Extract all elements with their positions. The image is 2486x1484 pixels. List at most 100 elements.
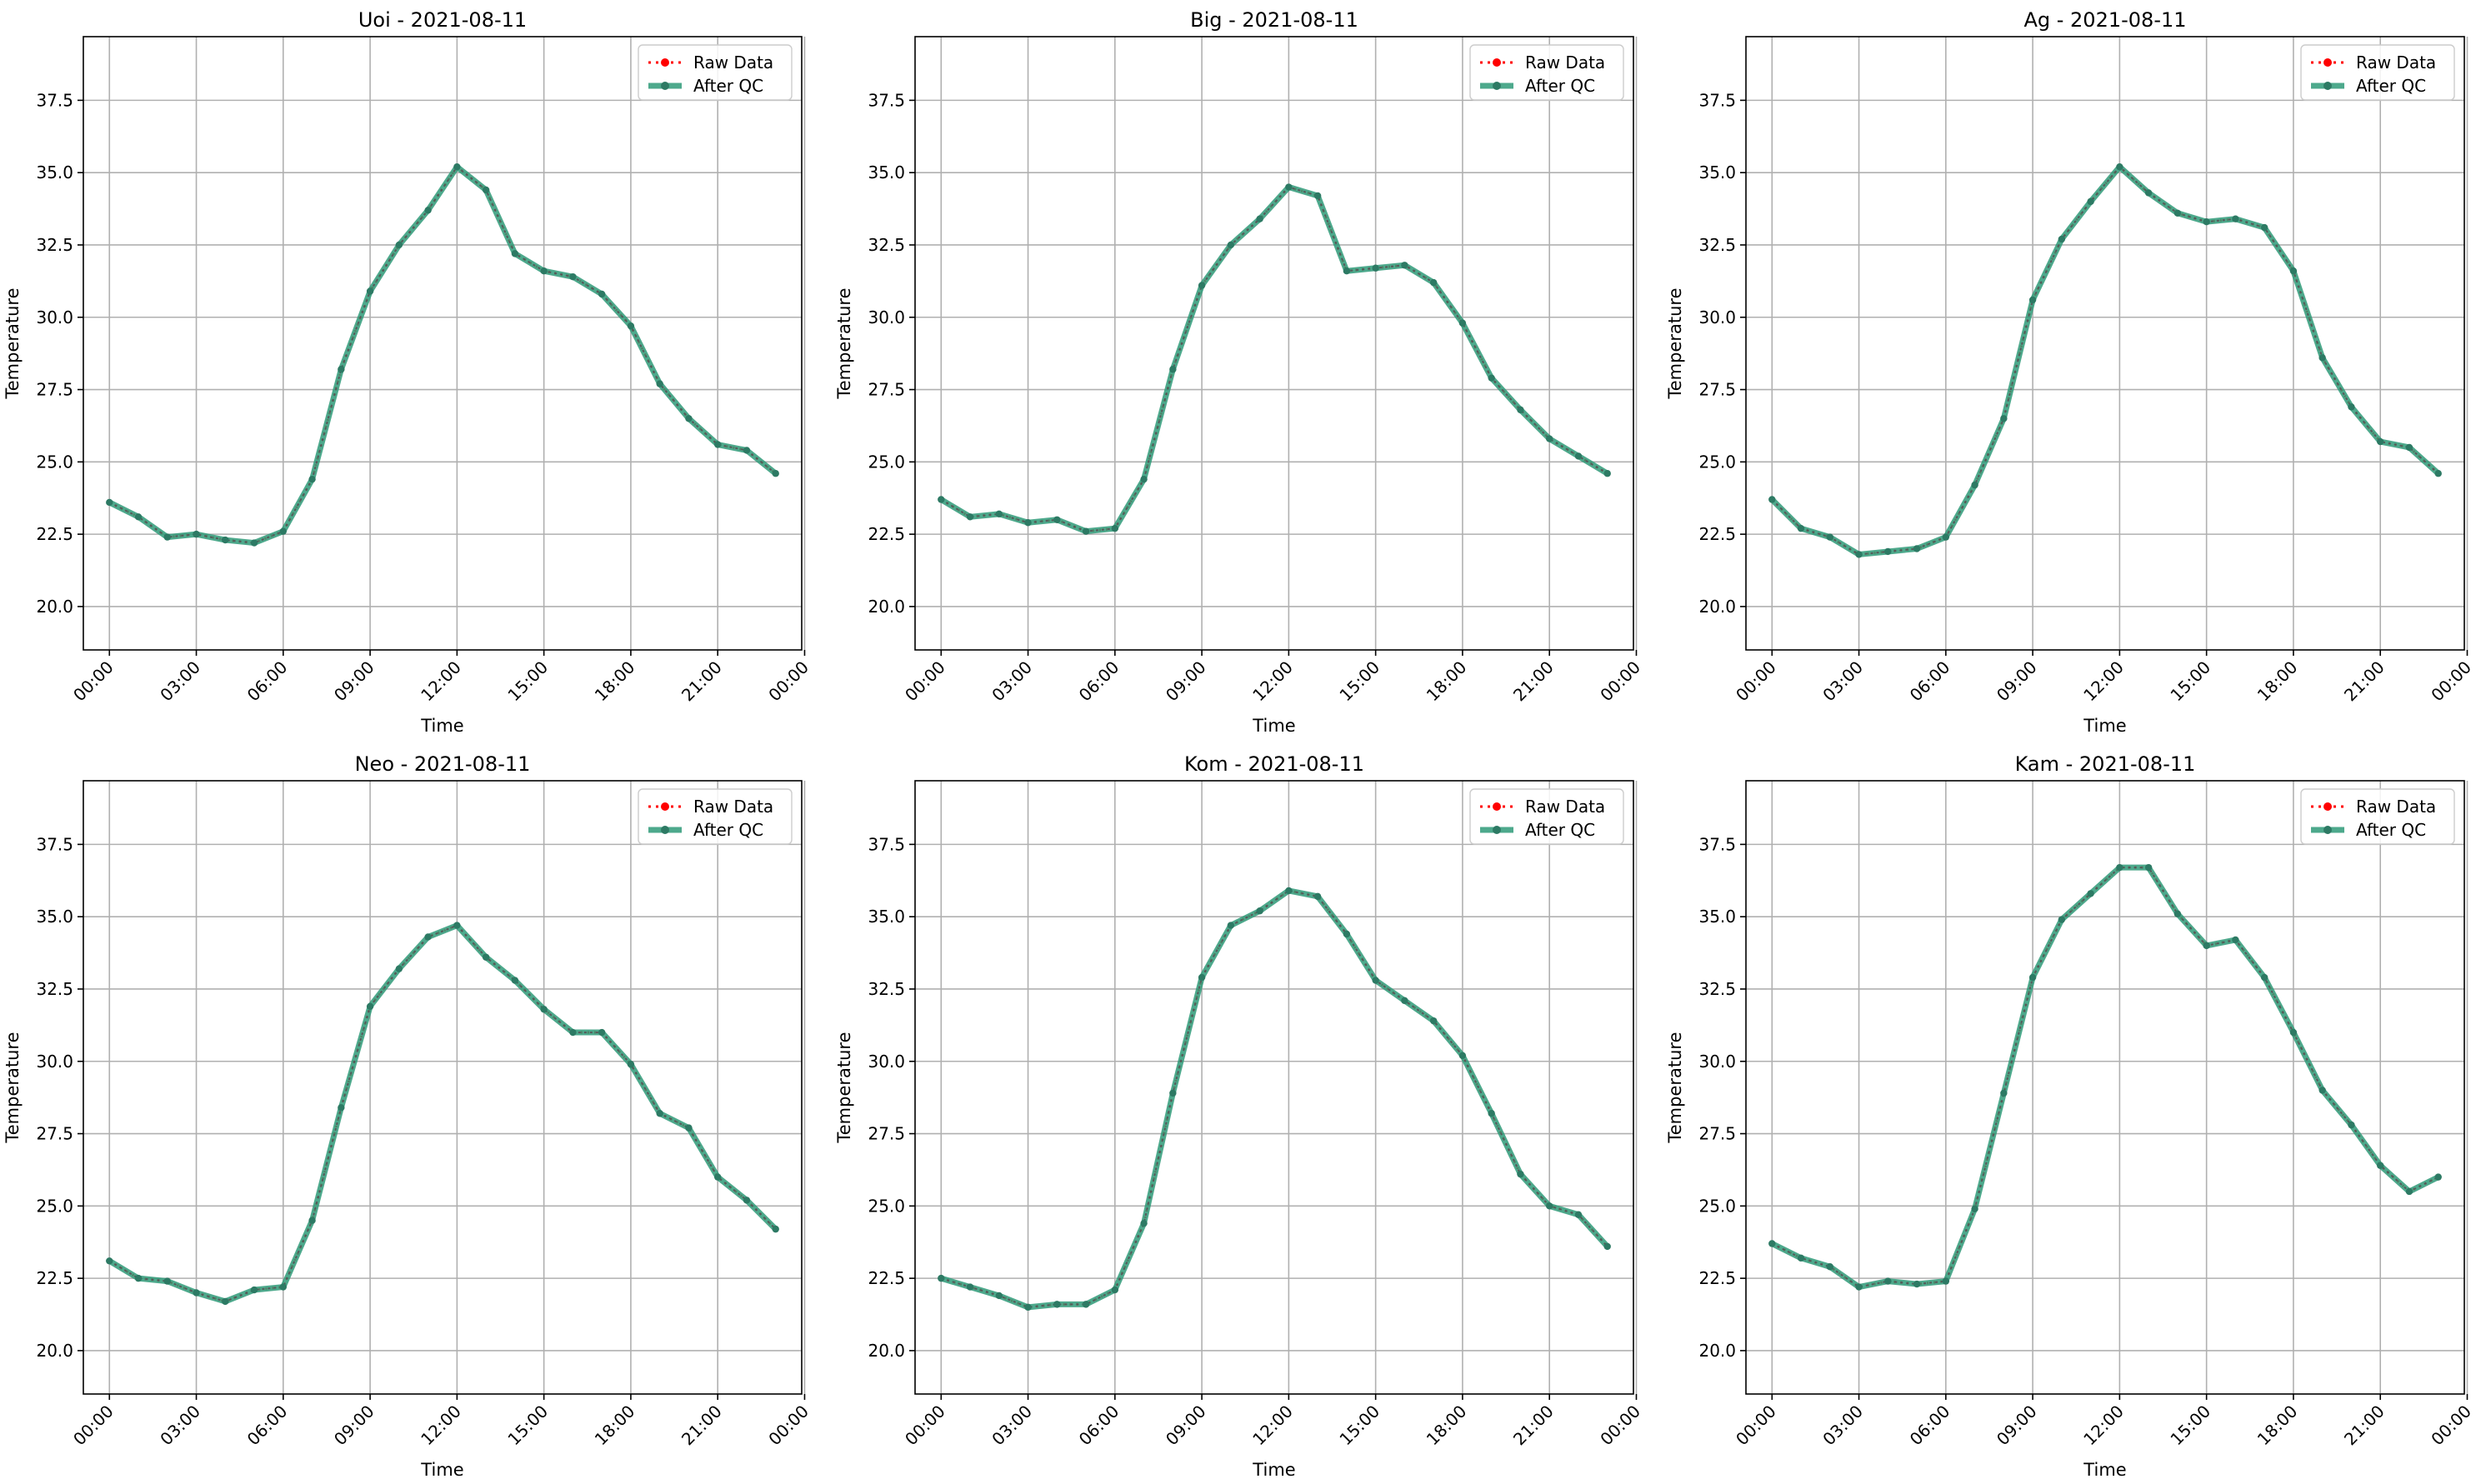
x-tick-label: 00:00 (764, 1402, 813, 1450)
legend-raw-label: Raw Data (693, 797, 773, 817)
x-tick-label: 15:00 (503, 657, 552, 706)
data-point (1855, 551, 1863, 558)
data-point (1546, 1202, 1553, 1210)
data-point (995, 1292, 1003, 1300)
legend-raw-marker (1493, 58, 1501, 67)
x-tick-label: 03:00 (156, 657, 204, 706)
data-point (2318, 1087, 2326, 1094)
data-point (1546, 435, 1553, 442)
subplot-2: 00:00 03:00 06:00 09:00 12:00 15:00 18:00 21:00… (834, 8, 1644, 736)
data-point (2377, 1162, 2384, 1169)
data-point (1429, 1017, 1438, 1025)
y-tick-label: 35.0 (36, 162, 73, 182)
data-point (598, 290, 606, 298)
data-point (2232, 936, 2239, 944)
legend-qc-label: After QC (1525, 820, 1595, 840)
data-point (1111, 1286, 1119, 1294)
legend-raw-label: Raw Data (1525, 797, 1605, 817)
data-point (1401, 997, 1408, 1005)
x-axis-label: Time (2083, 1460, 2126, 1480)
x-tick-label: 12:00 (2079, 657, 2128, 706)
data-point (1169, 366, 1177, 373)
data-point (1768, 496, 1776, 503)
data-point (1372, 264, 1379, 272)
data-point (1198, 282, 1206, 289)
data-point (1884, 1277, 1892, 1285)
data-point (1574, 452, 1583, 460)
data-point (2232, 215, 2239, 222)
x-tick-label: 15:00 (2166, 1402, 2214, 1450)
legend-qc-marker (661, 82, 669, 90)
data-point (2348, 1121, 2355, 1129)
y-tick-label: 22.5 (36, 1268, 73, 1288)
raw-data-line-overlay (940, 186, 1608, 532)
subplot-4: 00:00 03:00 06:00 09:00 12:00 15:00 18:00 21:00… (3, 752, 813, 1480)
data-point (1488, 374, 1495, 382)
x-tick-label: 21:00 (678, 1402, 726, 1450)
data-point (1227, 922, 1235, 929)
x-tick-label: 00:00 (764, 657, 813, 706)
x-tick-label: 12:00 (417, 1402, 465, 1450)
y-tick-label: 37.5 (36, 90, 73, 110)
legend-raw-marker (2323, 58, 2332, 67)
legend-qc-label: After QC (2356, 76, 2426, 96)
subplot-3: 00:00 03:00 06:00 09:00 12:00 15:00 18:00 21:00… (1665, 8, 2475, 736)
data-point (714, 441, 722, 448)
data-point (569, 1028, 577, 1037)
data-point (134, 513, 143, 521)
data-point (2173, 910, 2182, 917)
y-tick-label: 20.0 (868, 1341, 905, 1361)
data-point (569, 272, 577, 281)
legend-raw-marker (661, 58, 669, 67)
data-point (163, 533, 171, 541)
axes-frame (83, 780, 803, 1395)
y-tick-label: 30.0 (36, 307, 73, 327)
y-tick-label: 35.0 (868, 907, 905, 927)
data-point (2058, 916, 2066, 923)
subplot-title: Uoi - 2021-08-11 (358, 8, 527, 32)
legend-qc-label: After QC (693, 76, 763, 96)
y-tick-label: 27.5 (868, 1124, 905, 1144)
data-point (1458, 319, 1467, 327)
raw-data-line-overlay (1771, 165, 2439, 556)
data-point (772, 470, 779, 477)
y-axis-label: Temperature (834, 1032, 854, 1143)
data-point (772, 1225, 779, 1233)
data-point (1517, 406, 1524, 414)
x-tick-label: 21:00 (678, 657, 726, 706)
legend-qc-label: After QC (693, 820, 763, 840)
x-tick-label: 00:00 (901, 657, 949, 706)
x-tick-label: 09:00 (1993, 1402, 2041, 1450)
data-point (938, 496, 945, 503)
y-tick-label: 32.5 (868, 235, 905, 255)
legend-qc-marker (1493, 82, 1501, 90)
data-point (395, 241, 403, 249)
data-point (2000, 415, 2008, 422)
y-axis-label: Temperature (834, 287, 854, 399)
data-point (1082, 1301, 1090, 1308)
y-tick-label: 30.0 (1698, 1052, 1736, 1072)
data-point (308, 475, 316, 483)
subplot-6: 00:00 03:00 06:00 09:00 12:00 15:00 18:00 21:00… (1665, 752, 2475, 1480)
data-point (2000, 1089, 2008, 1097)
x-tick-label: 00:00 (2427, 657, 2475, 706)
legend-raw-marker (661, 802, 669, 811)
data-point (2173, 209, 2182, 217)
data-point (2260, 973, 2268, 982)
x-tick-label: 15:00 (2166, 657, 2214, 706)
raw-data-line (1771, 165, 2439, 556)
raw-data-line (108, 165, 777, 545)
data-point (2144, 189, 2153, 197)
data-point (106, 1257, 113, 1265)
data-point (366, 287, 374, 295)
y-tick-label: 20.0 (1698, 597, 1736, 617)
y-tick-label: 25.0 (36, 452, 73, 472)
data-point (1942, 1277, 1950, 1285)
data-point (193, 1289, 200, 1297)
after-qc-line (940, 887, 1610, 1311)
data-point (1082, 527, 1090, 535)
y-tick-label: 30.0 (868, 1052, 905, 1072)
data-point (1913, 545, 1921, 552)
subplot-title: Kom - 2021-08-11 (1184, 752, 1364, 776)
